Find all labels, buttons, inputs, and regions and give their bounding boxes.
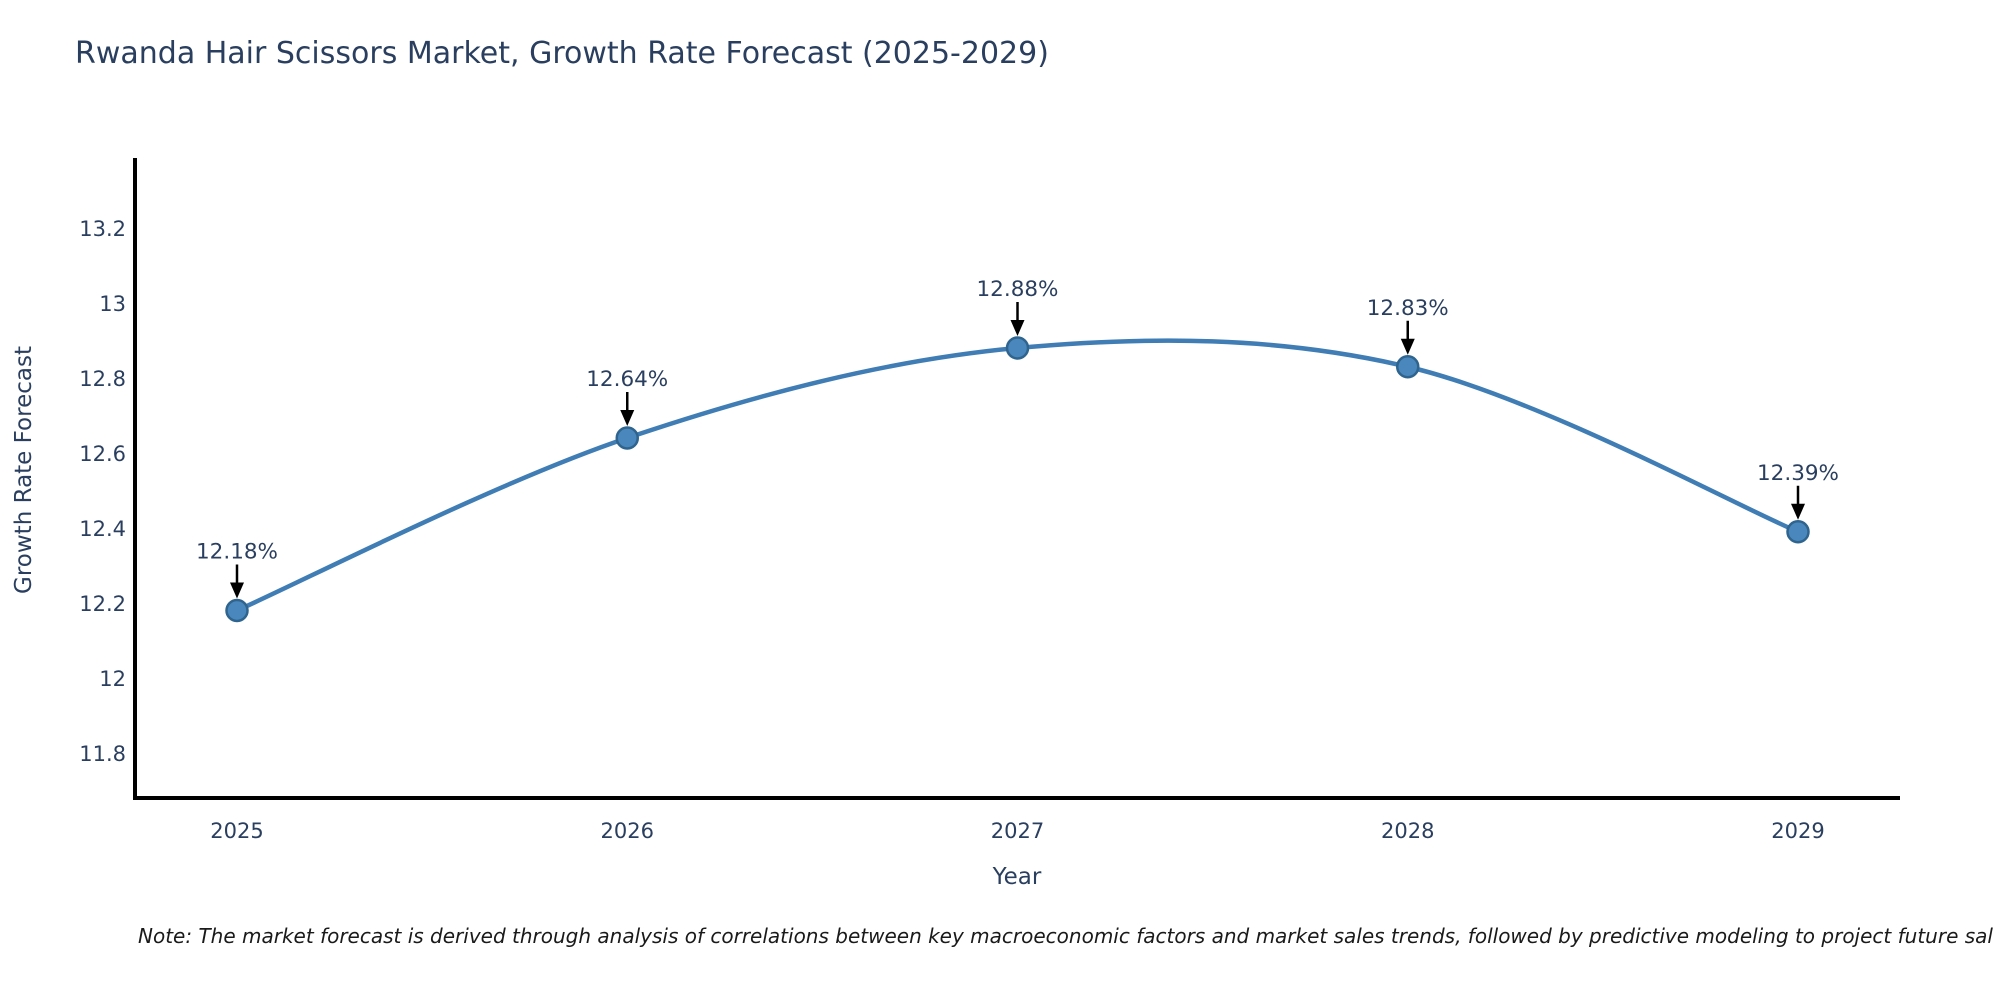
annotation-arrow-head (1400, 338, 1415, 355)
y-tick-label: 13.2 (79, 217, 126, 241)
point-value-annotation: 12.88% (977, 277, 1059, 302)
chart-footnote: Note: The market forecast is derived thr… (138, 924, 1993, 948)
x-axis-title: Year (992, 864, 1042, 890)
data-point-marker[interactable] (1005, 336, 1030, 360)
point-value-annotation: 12.83% (1367, 296, 1449, 321)
axis-spines (133, 158, 1900, 800)
y-tick-label: 12.2 (79, 592, 126, 616)
chart-title: Rwanda Hair Scissors Market, Growth Rate… (75, 36, 1049, 71)
y-tick-label: 13 (99, 292, 126, 316)
x-tick-label: 2025 (210, 819, 263, 843)
x-tick-label: 2029 (1771, 819, 1824, 843)
point-value-annotation: 12.18% (196, 540, 278, 565)
annotation-arrow-head (230, 582, 244, 599)
x-tick-label: 2026 (601, 819, 654, 843)
y-tick-label: 12 (99, 667, 126, 691)
y-axis-title: Growth Rate Forecast (11, 346, 37, 594)
point-value-annotation: 12.39% (1757, 461, 1839, 486)
y-tick-label: 12.8 (79, 367, 126, 391)
annotation-arrow-head (1010, 320, 1025, 336)
data-point-marker[interactable] (615, 426, 639, 450)
data-point-marker[interactable] (225, 598, 249, 623)
annotation-arrow-head (1791, 503, 1805, 520)
y-tick-label: 12.6 (79, 442, 126, 466)
annotation-arrow-head (620, 410, 635, 426)
point-value-annotation: 12.64% (586, 367, 668, 392)
y-tick-label: 11.8 (79, 742, 126, 766)
y-tick-label: 12.4 (79, 517, 126, 541)
data-point-marker[interactable] (1786, 520, 1810, 544)
data-point-marker[interactable] (1396, 355, 1420, 379)
x-tick-label: 2027 (991, 819, 1044, 843)
forecast-line-series (234, 338, 1801, 613)
x-tick-label: 2028 (1381, 819, 1434, 843)
